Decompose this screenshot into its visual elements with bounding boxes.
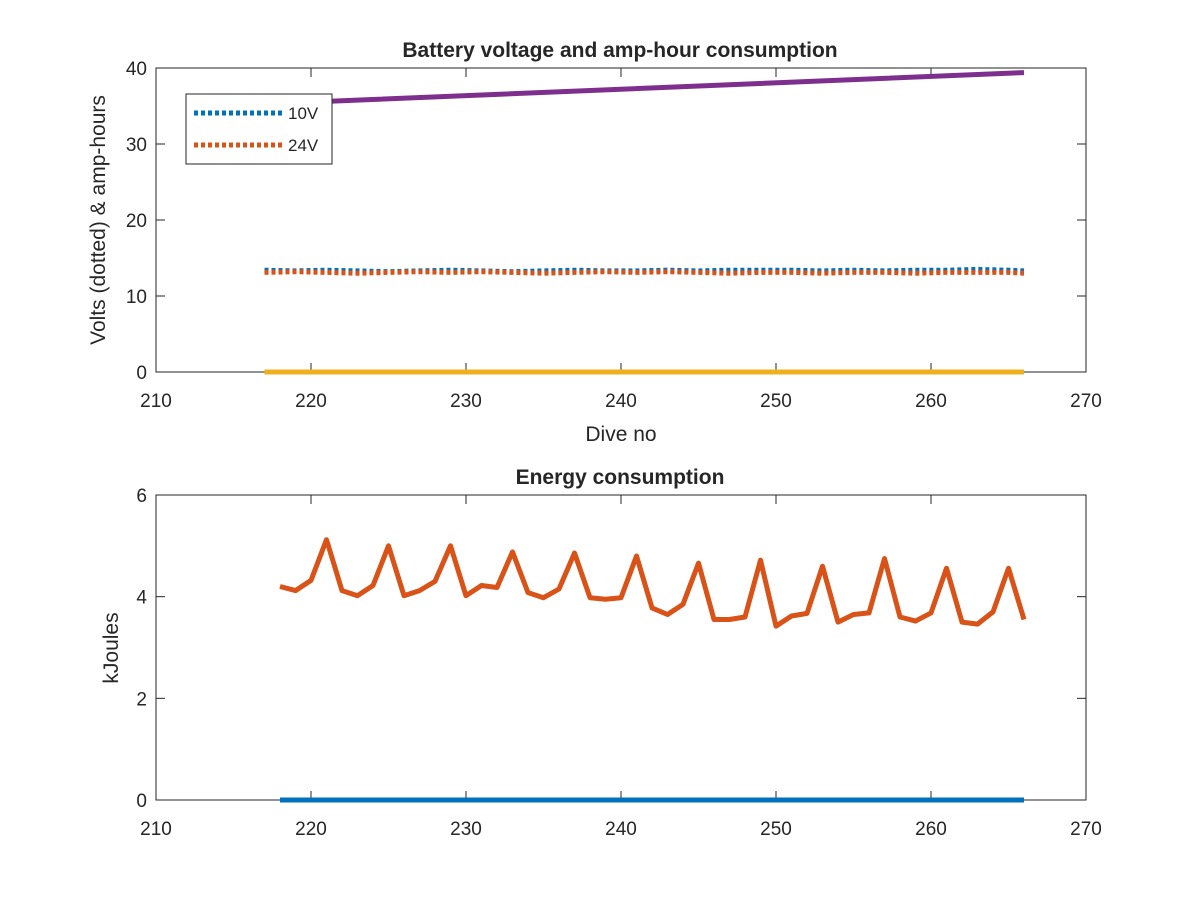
energy-x-tick-label: 230 bbox=[450, 819, 482, 840]
energy-x-tick-label: 240 bbox=[605, 819, 637, 840]
legend-label-10v: 10V bbox=[288, 104, 319, 123]
energy-x-tick-label: 270 bbox=[1070, 819, 1102, 840]
energy-x-tick-label: 220 bbox=[295, 819, 327, 840]
energy-y-tick-label: 0 bbox=[136, 791, 147, 812]
voltage-y-tick-label: 20 bbox=[126, 211, 147, 232]
energy-y-axis-label: kJoules bbox=[100, 612, 123, 683]
voltage-x-tick-label: 220 bbox=[295, 391, 327, 412]
energy-plot-area: 210 220 230 240 250 260 270 0 2 4 6 bbox=[136, 486, 1101, 840]
voltage-x-tick-label: 270 bbox=[1070, 391, 1102, 412]
voltage-y-tick-label: 40 bbox=[126, 59, 147, 80]
energy-y-tick-label: 6 bbox=[136, 486, 147, 507]
energy-panel: Energy consumption 210 220 230 240 250 260 270… bbox=[100, 466, 1102, 840]
voltage-y-tick-label: 10 bbox=[126, 287, 147, 308]
voltage-y-axis-label: Volts (dotted) & amp-hours bbox=[87, 95, 110, 345]
voltage-series-line-24v bbox=[264, 269, 1025, 276]
voltage-x-tick-label: 260 bbox=[915, 391, 947, 412]
legend-label-24v: 24V bbox=[288, 136, 319, 155]
energy-y-tick-label: 4 bbox=[136, 588, 147, 609]
energy-axes-box bbox=[155, 494, 1087, 801]
energy-y-tick-label: 2 bbox=[136, 689, 147, 710]
legend-box bbox=[185, 93, 333, 165]
voltage-amphour-panel: Battery voltage and amp-hour consumption… bbox=[87, 39, 1102, 446]
voltage-x-tick-label: 250 bbox=[760, 391, 792, 412]
energy-x-tick-label: 250 bbox=[760, 819, 792, 840]
legend: 10V 24V bbox=[185, 93, 333, 165]
voltage-x-tick-label: 210 bbox=[140, 391, 172, 412]
energy-series-line-1 bbox=[279, 537, 1027, 629]
voltage-x-tick-label: 240 bbox=[605, 391, 637, 412]
voltage-y-tick-label: 0 bbox=[136, 363, 147, 384]
energy-x-tick-label: 260 bbox=[915, 819, 947, 840]
voltage-x-axis-label: Dive no bbox=[585, 423, 656, 446]
voltage-y-tick-label: 30 bbox=[126, 135, 147, 156]
voltage-chart-title: Battery voltage and amp-hour consumption bbox=[402, 39, 837, 62]
energy-x-tick-label: 210 bbox=[140, 819, 172, 840]
energy-chart-title: Energy consumption bbox=[516, 466, 725, 489]
voltage-x-tick-label: 230 bbox=[450, 391, 482, 412]
